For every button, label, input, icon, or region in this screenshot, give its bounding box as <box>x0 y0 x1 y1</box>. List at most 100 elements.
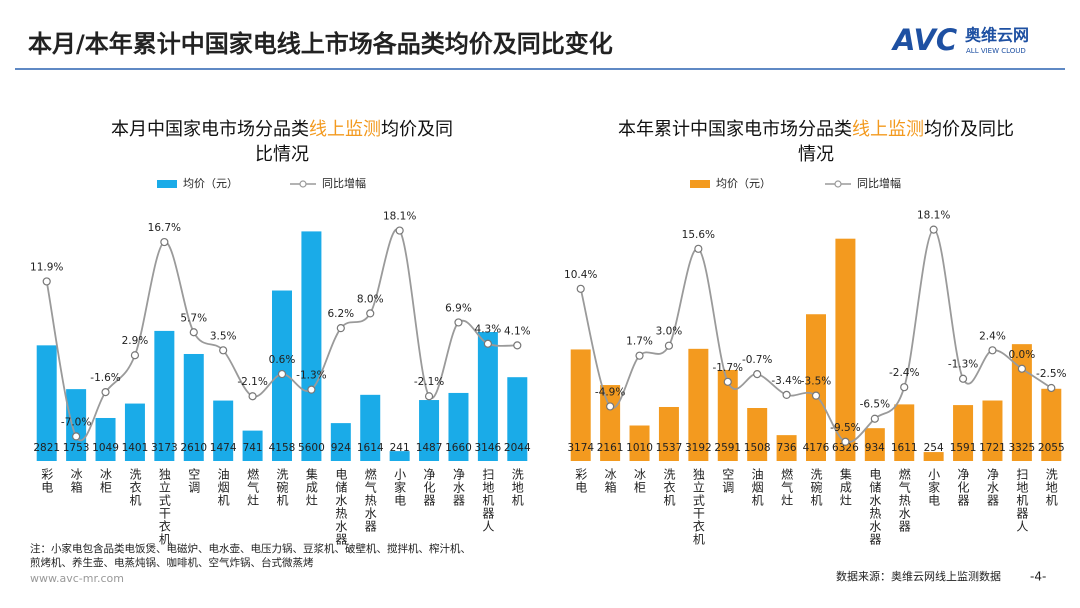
bar <box>1041 388 1062 461</box>
x-tick-label: 独立式干衣机 <box>157 468 171 546</box>
bar <box>183 353 204 461</box>
bar-value-label: 1537 <box>656 442 683 454</box>
bar <box>242 430 263 461</box>
x-tick-label: 独立式干衣机 <box>691 468 705 546</box>
slide-title: 本月/本年累计中国家电线上市场各品类均价及同比变化 <box>28 30 613 58</box>
line-marker <box>841 437 850 446</box>
x-tick-label: 冰柜 <box>99 468 113 494</box>
bar <box>419 400 440 461</box>
x-tick-label: 空调 <box>187 468 201 494</box>
line-value-label: 6.9% <box>445 302 472 314</box>
bar <box>717 369 738 461</box>
line-value-label: -6.5% <box>860 399 890 411</box>
chart-title-part: 本月中国家电市场分品类 <box>111 119 309 140</box>
line-marker <box>130 351 140 360</box>
line-marker <box>576 284 585 293</box>
bar-value-label: 1487 <box>416 442 443 454</box>
bar <box>600 385 621 461</box>
bar <box>95 417 116 461</box>
line-value-label: -1.3% <box>948 359 978 371</box>
line-value-label: -1.3% <box>296 370 326 382</box>
bar <box>953 405 974 461</box>
line-value-label: 8.0% <box>357 293 384 305</box>
line-value-label: -2.4% <box>889 367 919 379</box>
bar <box>507 377 528 461</box>
bar <box>894 404 915 461</box>
line-value-label: 0.6% <box>269 354 296 366</box>
chart-title-part: 线上监测 <box>309 119 381 140</box>
bar <box>835 238 856 461</box>
x-tick-label: 冰箱 <box>603 468 617 494</box>
x-tick-label: 小家电 <box>927 468 941 507</box>
line-value-label: 3.5% <box>210 330 237 342</box>
legend-swatch <box>157 180 177 188</box>
line-marker <box>753 370 762 379</box>
line-value-label: 11.9% <box>30 261 63 273</box>
bar-value-label: 1049 <box>92 442 119 454</box>
bar-value-label: 736 <box>777 442 797 454</box>
bar-value-label: 5600 <box>298 442 325 454</box>
line-marker <box>219 346 228 355</box>
bar-value-label: 1660 <box>445 442 472 454</box>
line-marker <box>988 346 997 355</box>
line-value-label: -9.5% <box>830 422 860 434</box>
line-value-label: 16.7% <box>148 222 181 234</box>
x-tick-label: 扫地机器人 <box>481 468 495 533</box>
line-value-label: -1.6% <box>90 372 120 384</box>
bar-value-label: 3146 <box>475 442 502 454</box>
bar <box>66 389 87 461</box>
chart-title: 本年累计中国家电市场分品类线上监测均价及同比情况 <box>614 117 1019 167</box>
x-tick-label: 空调 <box>721 468 735 494</box>
bar <box>629 425 650 461</box>
bar-value-label: 2055 <box>1038 442 1065 454</box>
bar-value-label: 1611 <box>891 442 918 454</box>
bar-value-label: 2161 <box>597 442 624 454</box>
line-value-label: -2.5% <box>1036 368 1066 380</box>
x-tick-label: 洗碗机 <box>809 468 823 507</box>
line-value-label: 10.4% <box>564 269 597 281</box>
line-value-label: 18.1% <box>917 210 950 222</box>
bar-value-label: 3174 <box>567 442 594 454</box>
line-marker <box>72 432 81 441</box>
line-value-label: 5.7% <box>180 312 207 324</box>
bar-value-label: 1721 <box>979 442 1006 454</box>
x-tick-label: 油烟机 <box>750 468 764 507</box>
line-marker <box>513 341 522 350</box>
line-value-label: 4.1% <box>504 325 531 337</box>
logo-tagline: ALL VIEW CLOUD <box>966 47 1026 55</box>
bar-value-label: 1474 <box>210 442 237 454</box>
bar-value-label: 1753 <box>63 442 90 454</box>
x-tick-label: 净水器 <box>985 468 999 507</box>
bar <box>747 408 768 461</box>
line-value-label: -1.7% <box>713 362 743 374</box>
line-marker <box>160 237 169 247</box>
source: 数据来源：奥维云网线上监测数据 <box>836 569 1001 583</box>
page-number: -4- <box>1030 570 1046 584</box>
x-tick-label: 燃气热水器 <box>363 467 377 533</box>
x-tick-label: 集成灶 <box>304 467 318 507</box>
line-marker <box>723 377 732 386</box>
line-value-label: -3.5% <box>801 376 831 388</box>
x-tick-label: 油烟机 <box>216 468 230 507</box>
legend-marker <box>299 180 307 188</box>
line-value-label: -2.1% <box>237 376 267 388</box>
bar-value-label: 6326 <box>832 442 859 454</box>
line-value-label: 3.0% <box>656 326 683 338</box>
bar <box>36 345 57 461</box>
line-marker <box>248 392 257 401</box>
bar <box>213 400 234 461</box>
line-marker <box>1047 383 1056 393</box>
x-tick-label: 洗碗机 <box>275 468 289 507</box>
line-value-label: 18.1% <box>383 211 416 223</box>
x-tick-label: 彩电 <box>40 468 54 494</box>
line-marker <box>189 328 198 337</box>
x-tick-label: 洗地机 <box>510 468 524 507</box>
line-value-label: 15.6% <box>682 229 715 241</box>
line-value-label: 2.4% <box>979 330 1006 342</box>
bar-value-label: 4158 <box>269 442 296 454</box>
bar-value-label: 4176 <box>803 442 830 454</box>
line-marker <box>694 244 703 253</box>
line-value-label: 4.3% <box>475 324 502 336</box>
chart-title-part: 线上监测 <box>852 119 924 140</box>
bar-value-label: 241 <box>390 442 410 454</box>
